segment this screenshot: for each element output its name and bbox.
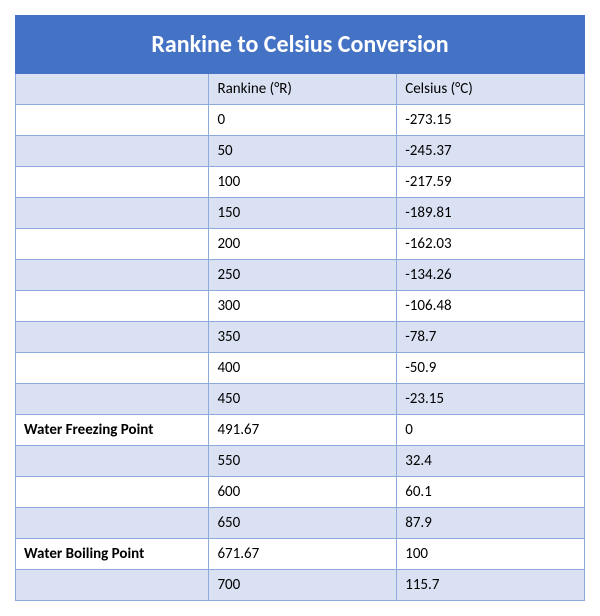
cell-label — [16, 446, 209, 477]
cell-rankine: 650 — [209, 508, 397, 539]
cell-celsius: -273.15 — [397, 105, 585, 136]
cell-label — [16, 136, 209, 167]
cell-celsius: -50.9 — [397, 353, 585, 384]
table-row: 700115.7 — [16, 570, 585, 601]
cell-label — [16, 198, 209, 229]
table-row: 100-217.59 — [16, 167, 585, 198]
table-row: 0-273.15 — [16, 105, 585, 136]
cell-celsius: -78.7 — [397, 322, 585, 353]
table-row: 150-189.81 — [16, 198, 585, 229]
cell-label — [16, 167, 209, 198]
cell-celsius: 0 — [397, 415, 585, 446]
cell-label: Water Boiling Point — [16, 539, 209, 570]
cell-celsius: -217.59 — [397, 167, 585, 198]
col-header-celsius: Celsius (°C) — [397, 74, 585, 105]
cell-label — [16, 105, 209, 136]
table-row: 450-23.15 — [16, 384, 585, 415]
cell-rankine: 400 — [209, 353, 397, 384]
cell-label — [16, 229, 209, 260]
cell-celsius: -134.26 — [397, 260, 585, 291]
cell-rankine: 300 — [209, 291, 397, 322]
table-row: 200-162.03 — [16, 229, 585, 260]
table-row: 350-78.7 — [16, 322, 585, 353]
cell-rankine: 671.67 — [209, 539, 397, 570]
table-row: 300-106.48 — [16, 291, 585, 322]
cell-rankine: 491.67 — [209, 415, 397, 446]
cell-celsius: 87.9 — [397, 508, 585, 539]
cell-rankine: 350 — [209, 322, 397, 353]
cell-celsius: 32.4 — [397, 446, 585, 477]
conversion-table: Rankine to Celsius Conversion Rankine (°… — [15, 15, 585, 601]
cell-celsius: -162.03 — [397, 229, 585, 260]
cell-label — [16, 477, 209, 508]
table-row: 55032.4 — [16, 446, 585, 477]
cell-rankine: 50 — [209, 136, 397, 167]
cell-label — [16, 508, 209, 539]
cell-label — [16, 570, 209, 601]
cell-celsius: -23.15 — [397, 384, 585, 415]
cell-rankine: 450 — [209, 384, 397, 415]
cell-label — [16, 322, 209, 353]
table-row: Water Freezing Point491.670 — [16, 415, 585, 446]
cell-label: Water Freezing Point — [16, 415, 209, 446]
table-row: 250-134.26 — [16, 260, 585, 291]
table-row: 400-50.9 — [16, 353, 585, 384]
cell-label — [16, 353, 209, 384]
cell-rankine: 700 — [209, 570, 397, 601]
cell-celsius: -189.81 — [397, 198, 585, 229]
cell-rankine: 550 — [209, 446, 397, 477]
cell-label — [16, 291, 209, 322]
table-row: 60060.1 — [16, 477, 585, 508]
cell-celsius: -245.37 — [397, 136, 585, 167]
cell-celsius: 60.1 — [397, 477, 585, 508]
cell-rankine: 150 — [209, 198, 397, 229]
table-body: 0-273.1550-245.37100-217.59150-189.81200… — [16, 105, 585, 601]
table-row: 65087.9 — [16, 508, 585, 539]
conversion-table-container: Rankine to Celsius Conversion Rankine (°… — [15, 15, 585, 601]
header-row: Rankine (°R) Celsius (°C) — [16, 74, 585, 105]
cell-rankine: 600 — [209, 477, 397, 508]
col-header-rankine: Rankine (°R) — [209, 74, 397, 105]
cell-label — [16, 384, 209, 415]
cell-label — [16, 260, 209, 291]
cell-rankine: 0 — [209, 105, 397, 136]
table-row: 50-245.37 — [16, 136, 585, 167]
cell-celsius: 100 — [397, 539, 585, 570]
col-header-label — [16, 74, 209, 105]
cell-celsius: -106.48 — [397, 291, 585, 322]
cell-rankine: 100 — [209, 167, 397, 198]
cell-rankine: 250 — [209, 260, 397, 291]
title-row: Rankine to Celsius Conversion — [16, 16, 585, 74]
table-row: Water Boiling Point671.67100 — [16, 539, 585, 570]
table-title: Rankine to Celsius Conversion — [16, 16, 585, 74]
cell-rankine: 200 — [209, 229, 397, 260]
cell-celsius: 115.7 — [397, 570, 585, 601]
